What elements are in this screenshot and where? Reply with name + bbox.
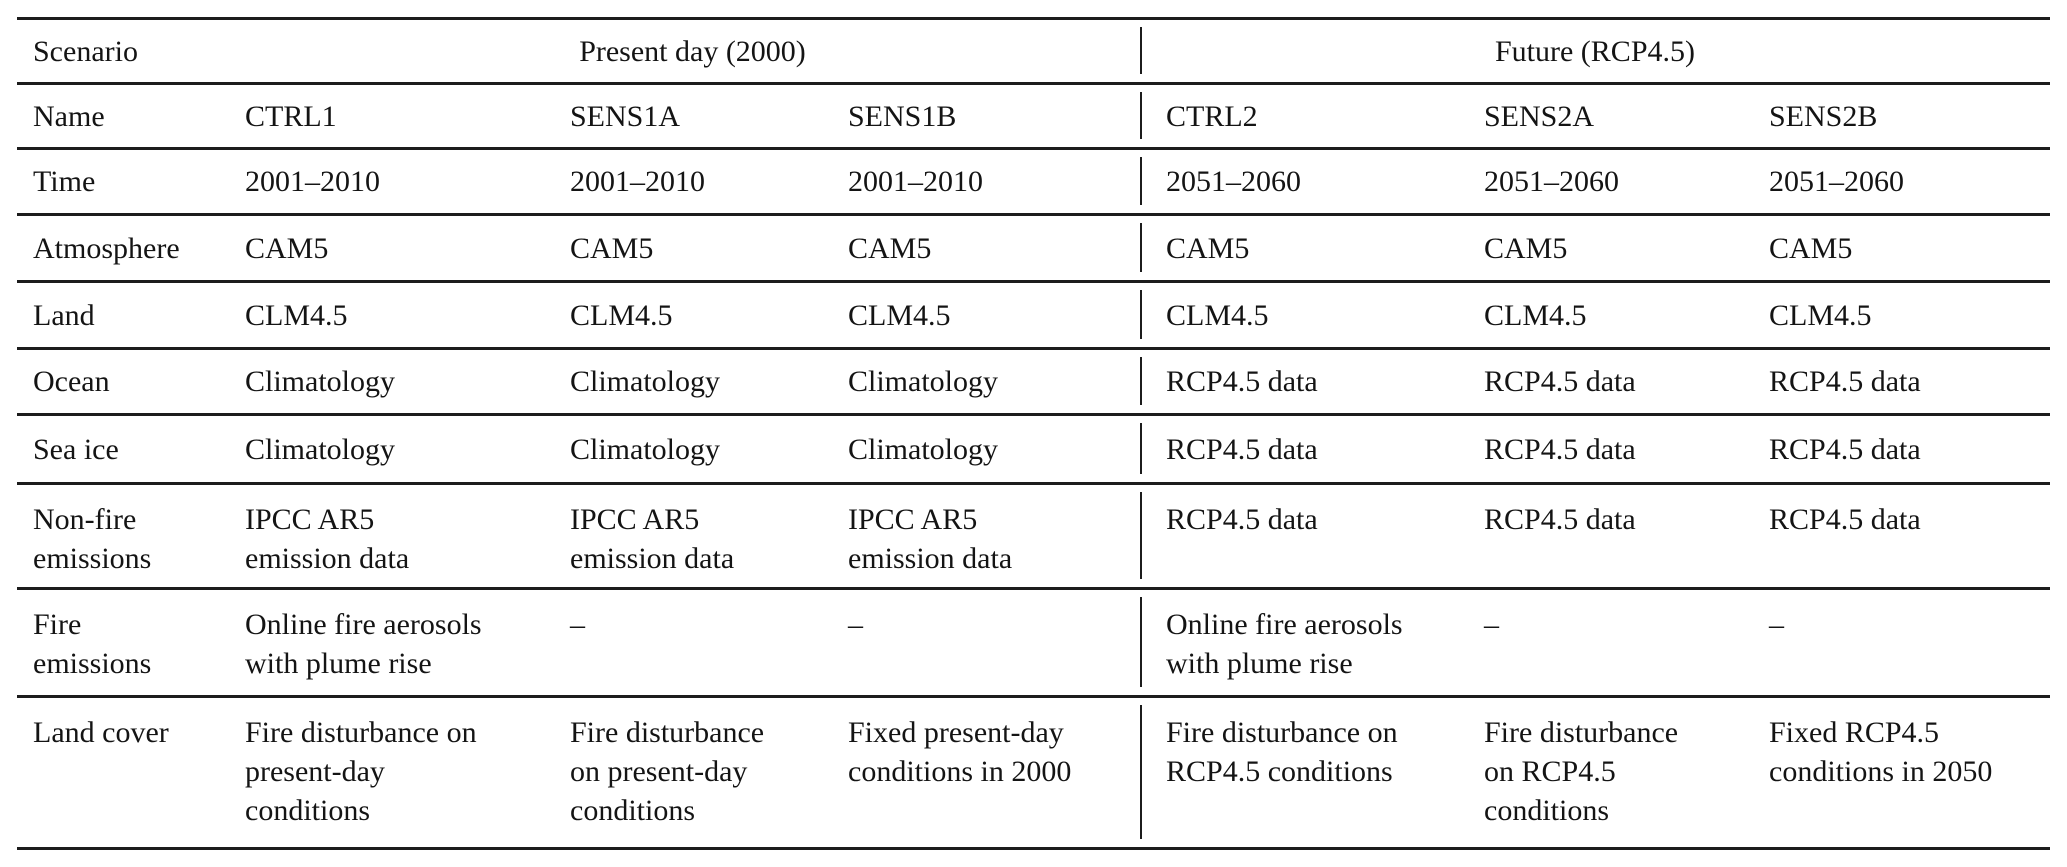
table-cell: CAM5 bbox=[848, 231, 932, 265]
table-cell: RCP4.5 data bbox=[1140, 485, 1484, 587]
table-cell: 2001–2010 bbox=[848, 165, 983, 198]
table-cell: Fire disturbance on RCP4.5 conditions bbox=[1140, 698, 1484, 847]
table-row-atmosphere: Atmosphere CAM5 CAM5 CAM5 CAM5 CAM5 CAM5 bbox=[17, 213, 2050, 280]
table-header-row: Scenario Present day (2000) Future (RCP4… bbox=[17, 17, 2050, 82]
row-label: Land bbox=[33, 298, 95, 332]
table-cell: CAM5 bbox=[570, 231, 654, 265]
table-cell: CAM5 bbox=[1484, 231, 1568, 265]
table-cell: CLM4.5 bbox=[848, 298, 951, 332]
table-cell: Online fire aerosols with plume rise bbox=[245, 608, 482, 680]
table-cell: CAM5 bbox=[1769, 231, 1853, 265]
table-cell: RCP4.5 data bbox=[1769, 432, 1921, 466]
table-row-ocean: Ocean Climatology Climatology Climatolog… bbox=[17, 347, 2050, 413]
table-cell: RCP4.5 data bbox=[1140, 416, 1484, 482]
table-row-land-cover: Land cover Fire disturbance on present-d… bbox=[17, 695, 2050, 847]
table-row-time: Time 2001–2010 2001–2010 2001–2010 2051–… bbox=[17, 147, 2050, 213]
table-cell: CTRL2 bbox=[1140, 85, 1484, 147]
column-group-present-day: Present day (2000) bbox=[579, 34, 806, 68]
row-label: Ocean bbox=[33, 365, 110, 398]
table-cell: Fire disturbance on present-day conditio… bbox=[570, 716, 765, 827]
table-cell: RCP4.5 data bbox=[1484, 503, 1636, 536]
table-cell: – bbox=[1769, 608, 1784, 641]
table-cell: SENS1B bbox=[848, 99, 957, 133]
table-cell: RCP4.5 data bbox=[1140, 350, 1484, 413]
table-cell: Fixed RCP4.5 conditions in 2050 bbox=[1769, 716, 1993, 788]
table-row-land: Land CLM4.5 CLM4.5 CLM4.5 CLM4.5 CLM4.5 … bbox=[17, 280, 2050, 347]
table-cell: CLM4.5 bbox=[1484, 298, 1587, 332]
table-cell: RCP4.5 data bbox=[1484, 365, 1636, 398]
column-group-future: Future (RCP4.5) bbox=[1140, 20, 2050, 82]
table-cell: Climatology bbox=[848, 432, 998, 466]
table-cell: RCP4.5 data bbox=[1769, 503, 1921, 536]
table-cell: 2051–2060 bbox=[1484, 165, 1619, 198]
table-cell: – bbox=[570, 608, 585, 641]
table-cell: Fixed present-day conditions in 2000 bbox=[848, 716, 1072, 788]
scenario-comparison-table: Scenario Present day (2000) Future (RCP4… bbox=[17, 17, 2050, 850]
table-cell: CLM4.5 bbox=[1140, 283, 1484, 347]
table-row-non-fire-emissions: Non-fire emissions IPCC AR5 emission dat… bbox=[17, 482, 2050, 587]
table-cell: IPCC AR5 emission data bbox=[848, 503, 1013, 575]
table-cell: Climatology bbox=[848, 365, 998, 398]
row-label: Time bbox=[33, 165, 96, 198]
table-cell: 2001–2010 bbox=[245, 165, 380, 198]
row-label: Atmosphere bbox=[33, 231, 180, 265]
table-cell: Climatology bbox=[570, 432, 720, 466]
row-label: Land cover bbox=[33, 716, 169, 749]
table-cell: Fire disturbance on RCP4.5 conditions bbox=[1484, 716, 1679, 827]
table-cell: IPCC AR5 emission data bbox=[570, 503, 735, 575]
table-cell: Climatology bbox=[245, 432, 395, 466]
row-label: Sea ice bbox=[33, 432, 119, 466]
table-cell: Climatology bbox=[570, 365, 720, 398]
table-cell: Online fire aerosols with plume rise bbox=[1140, 590, 1484, 695]
table-cell: IPCC AR5 emission data bbox=[245, 503, 410, 575]
table-cell: RCP4.5 data bbox=[1484, 432, 1636, 466]
table-row-fire-emissions: Fire emissions Online fire aerosols with… bbox=[17, 587, 2050, 695]
table-cell: CAM5 bbox=[245, 231, 329, 265]
table-cell: SENS1A bbox=[570, 99, 681, 133]
table-cell: CAM5 bbox=[1140, 216, 1484, 280]
table-row-sea-ice: Sea ice Climatology Climatology Climatol… bbox=[17, 413, 2050, 482]
table-cell: CTRL1 bbox=[245, 99, 337, 133]
table-cell: CLM4.5 bbox=[570, 298, 673, 332]
table-cell: – bbox=[848, 608, 863, 641]
table-cell: 2051–2060 bbox=[1140, 150, 1484, 213]
table-cell: 2051–2060 bbox=[1769, 165, 1904, 198]
table-cell: CLM4.5 bbox=[245, 298, 348, 332]
table-cell: – bbox=[1484, 608, 1499, 641]
table-cell: 2001–2010 bbox=[570, 165, 705, 198]
row-label: Non-fire emissions bbox=[33, 503, 152, 575]
table-cell: Fire disturbance on present-day conditio… bbox=[245, 716, 477, 827]
table-cell: RCP4.5 data bbox=[1769, 365, 1921, 398]
row-label: Fire emissions bbox=[33, 608, 152, 680]
row-label: Name bbox=[33, 99, 105, 133]
table-cell: Climatology bbox=[245, 365, 395, 398]
table-row-name: Name CTRL1 SENS1A SENS1B CTRL2 SENS2A SE… bbox=[17, 82, 2050, 147]
table-cell: CLM4.5 bbox=[1769, 298, 1872, 332]
table-cell: SENS2B bbox=[1769, 99, 1878, 133]
table-cell: SENS2A bbox=[1484, 99, 1595, 133]
corner-label: Scenario bbox=[33, 34, 138, 68]
